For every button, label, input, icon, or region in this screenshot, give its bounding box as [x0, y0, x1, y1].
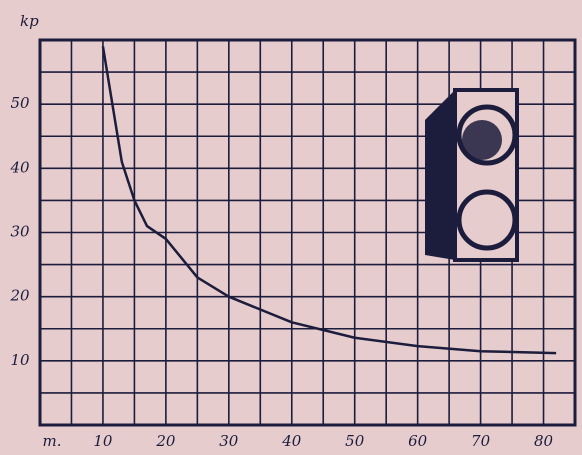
y-axis-label: kp [20, 12, 39, 30]
traffic-light-icon [425, 88, 519, 262]
y-tick-label: 50 [10, 94, 30, 112]
x-tick-label: 30 [219, 432, 239, 450]
x-tick-label: 10 [93, 432, 113, 450]
x-axis-label: m. [43, 432, 62, 450]
y-tick-label: 30 [10, 223, 30, 241]
y-tick-label: 40 [9, 158, 30, 176]
y-tick-label: 10 [10, 351, 30, 369]
x-tick-label: 80 [534, 432, 554, 450]
y-tick-label: 20 [9, 287, 30, 305]
x-tick-label: 50 [345, 432, 365, 450]
x-tick-label: 40 [281, 432, 302, 450]
x-tick-label: 20 [155, 432, 176, 450]
curve [101, 46, 557, 355]
plot-frame [38, 38, 577, 427]
x-tick-label: 60 [408, 432, 428, 450]
x-tick-label: 70 [471, 432, 491, 450]
